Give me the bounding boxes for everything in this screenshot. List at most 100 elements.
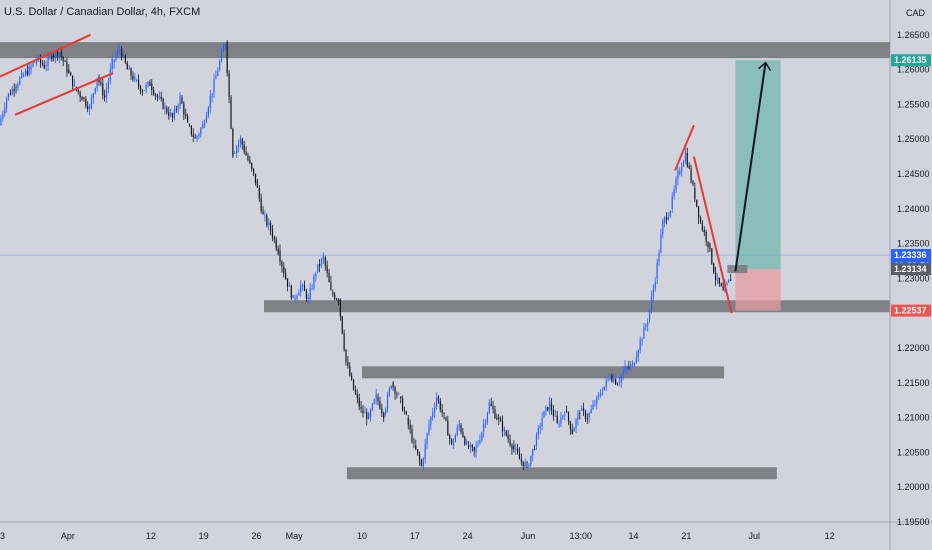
x-tick-label: 19 [199,531,209,541]
candle-body [473,447,475,451]
candle-body [281,261,283,267]
candle-body [341,316,343,334]
candle-body [188,125,191,127]
candle-body [383,412,385,419]
candle-body [460,424,462,432]
candle-body [405,411,407,415]
candle-body [537,428,539,435]
candle-body [658,252,660,262]
x-tick-label: 24 [463,531,473,541]
candle-body [445,417,447,421]
candle-body [102,83,104,96]
candle-body [305,290,308,299]
candle-body [254,173,257,183]
candle-body [439,400,441,410]
candle-body [726,282,728,285]
candle-body [100,82,102,84]
trendline[interactable] [734,62,767,272]
candle-body [313,275,315,289]
candle-body [58,52,60,58]
candle-body [443,412,445,414]
candle-body [641,338,643,342]
candle-body [582,408,585,412]
candle-body [394,387,396,394]
trendline[interactable] [0,33,91,78]
x-tick-label: 12 [146,531,156,541]
candle-body [415,445,417,450]
candle-body [90,98,93,108]
y-tick-label: 1.24500 [897,169,930,179]
candle-body [32,63,34,67]
candle-body [573,428,575,432]
candle-body [509,439,511,445]
candle-body [143,90,145,91]
candle-body [535,434,538,446]
candle-body [328,272,330,283]
candle-body [192,134,194,137]
candle-body [575,419,577,429]
candle-body [345,349,347,362]
trendline[interactable] [674,124,695,171]
candle-body [524,462,526,467]
candle-body [309,288,311,300]
candle-body [703,230,705,233]
candle-body [298,292,300,296]
candle-body [307,297,309,299]
candle-body [326,265,328,273]
candle-body [654,282,656,290]
candle-body [94,87,96,94]
candle-body [137,79,140,86]
candle-body [81,97,83,101]
x-tick-label: Apr [61,531,75,541]
candle-body [70,72,72,76]
candle-body [381,408,383,413]
candle-body [234,152,236,154]
candle-body [456,427,458,436]
candle-body [673,189,675,197]
candle-body [417,449,419,454]
stop-zone[interactable] [735,269,781,311]
candle-body [292,295,294,299]
currency-label: CAD [906,8,926,18]
candle-body [677,170,679,180]
candle-body [352,379,355,390]
candle-body [371,403,374,410]
trendline[interactable] [692,156,733,314]
candle-body [4,107,6,114]
stop-price-badge: 1.22537 [894,306,927,316]
candle-body [562,415,564,418]
candle-body [714,272,717,281]
x-tick-label: Jul [748,531,760,541]
candle-body [43,64,45,69]
target-zone[interactable] [735,60,781,270]
x-tick-label: 14 [629,531,639,541]
candle-body [403,410,406,412]
candle-body [368,413,370,420]
candle-body [616,384,619,386]
candle-body [285,273,287,280]
trendline[interactable] [14,72,114,116]
entry-price-badge-bg [891,263,931,276]
candle-body [545,406,547,412]
candle-body [516,448,519,454]
candle-body [722,286,724,291]
candle-body [294,298,296,300]
candle-body [692,181,694,185]
candle-body [232,128,234,157]
candle-body [669,211,671,217]
candle-body [175,109,177,111]
candle-body [104,95,106,98]
candle-body [9,93,11,95]
candle-body [486,412,489,422]
x-tick-label: Jun [521,531,536,541]
candle-body [173,109,176,119]
candle-body [151,83,153,91]
candle-body [626,366,628,369]
candle-body [698,206,700,218]
candle-body [690,168,692,182]
candle-body [388,388,390,396]
candle-body [454,435,456,442]
candle-body [377,396,379,402]
